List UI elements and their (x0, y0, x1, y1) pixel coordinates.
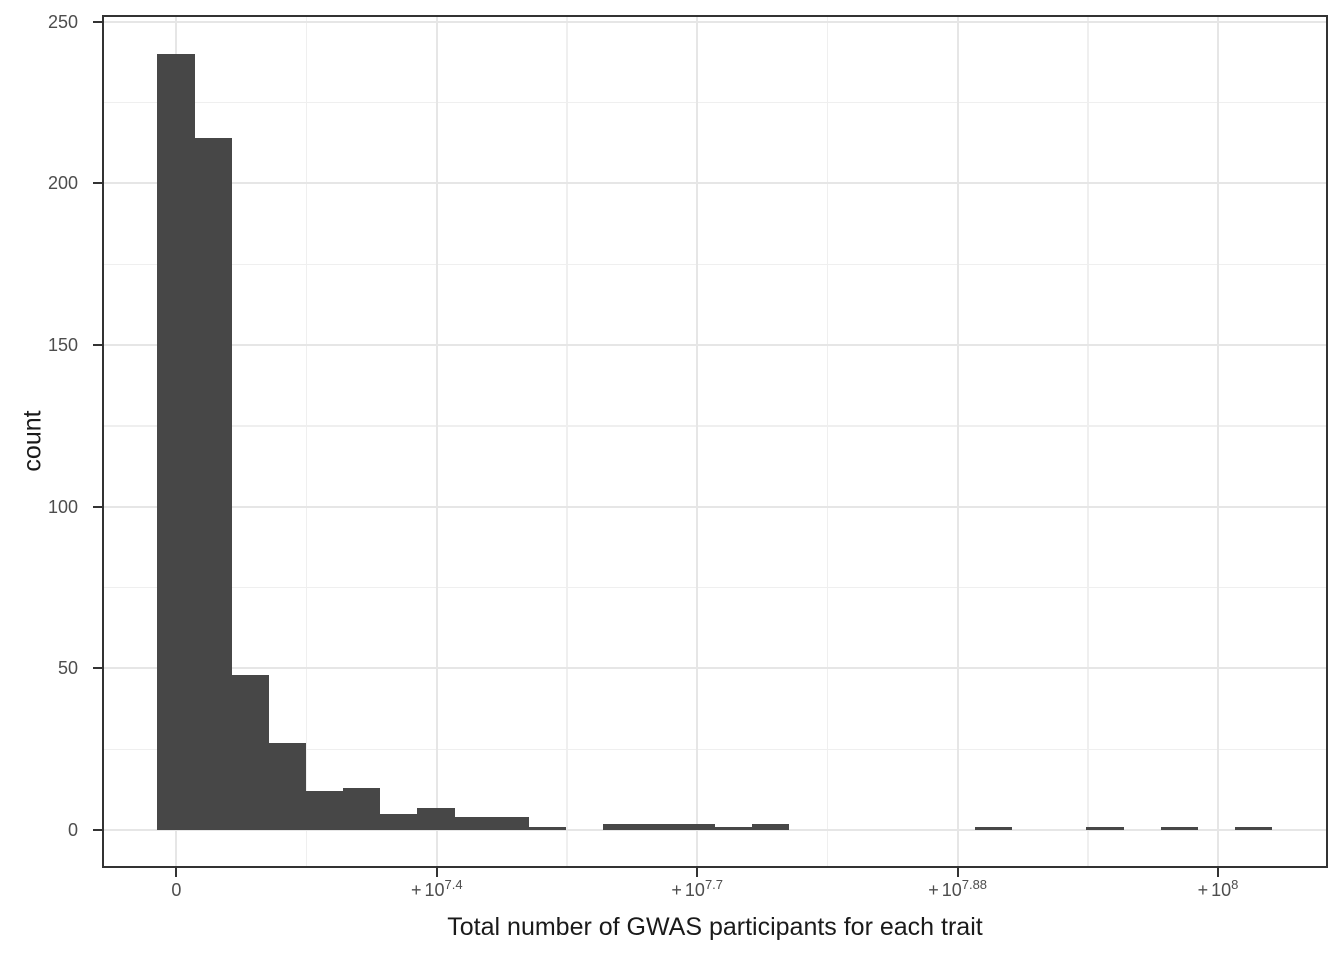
panel-border (102, 15, 1328, 868)
grid-major-horizontal (102, 20, 1328, 23)
y-tick-label: 100 (47, 496, 78, 517)
grid-minor-horizontal (102, 586, 1328, 589)
histogram-bar (342, 788, 381, 831)
histogram-bar (157, 54, 195, 831)
x-axis-title: Total number of GWAS participants for ea… (447, 913, 983, 941)
grid-major-vertical (435, 15, 438, 868)
plus-sign: + (1197, 880, 1209, 900)
histogram-bar (1086, 826, 1124, 831)
histogram-bar (491, 817, 530, 831)
grid-major-vertical (956, 15, 959, 868)
x-axis-tick (956, 868, 959, 877)
tick-base: 0 (171, 880, 182, 900)
grid-major-horizontal (102, 344, 1328, 347)
x-tick-label: 0 (106, 880, 246, 901)
histogram-bar (974, 826, 1013, 831)
y-axis-tick (93, 505, 102, 508)
tick-exponent: 7.4 (444, 877, 463, 892)
y-tick-label: 200 (47, 173, 78, 194)
x-tick-label: +108 (1148, 877, 1288, 901)
tick-exponent: 8 (1231, 877, 1239, 892)
grid-major-horizontal (102, 182, 1328, 185)
grid-minor-vertical (566, 15, 568, 868)
tick-base: 10 (941, 880, 962, 900)
grid-minor-vertical (1087, 15, 1089, 868)
grid-minor-horizontal (102, 263, 1328, 266)
tick-base: 10 (1211, 880, 1232, 900)
x-tick-label: +107.88 (888, 877, 1028, 901)
grid-major-horizontal (102, 829, 1328, 832)
grid-major-horizontal (102, 505, 1328, 508)
tick-base: 10 (684, 880, 705, 900)
grid-minor-vertical (826, 15, 829, 868)
histogram-bar (194, 138, 232, 831)
y-axis-tick (93, 667, 102, 670)
tick-base: 10 (424, 880, 445, 900)
y-tick-label: 250 (47, 11, 78, 32)
grid-minor-vertical (305, 15, 308, 868)
histogram-bar (417, 807, 455, 831)
x-tick-label: +107.4 (367, 877, 507, 901)
grid-minor-horizontal (102, 101, 1328, 104)
grid-major-horizontal (102, 667, 1328, 670)
histogram-bar (1234, 826, 1273, 831)
histogram-bar (603, 823, 641, 831)
y-axis-tick (93, 344, 102, 347)
histogram-bar (714, 826, 753, 831)
histogram-bar (1160, 826, 1198, 831)
histogram-bar (677, 823, 715, 831)
histogram-bar (751, 823, 790, 831)
x-axis-tick (696, 868, 699, 877)
grid-minor-horizontal (102, 425, 1328, 427)
plus-sign: + (671, 880, 682, 900)
histogram-bar (268, 742, 307, 831)
y-tick-label: 0 (67, 820, 78, 841)
histogram-bar (380, 814, 418, 831)
tick-exponent: 7.88 (961, 877, 988, 892)
y-axis-tick (93, 829, 102, 832)
histogram-bar (528, 826, 567, 831)
y-axis-tick (93, 20, 102, 23)
x-axis-tick (435, 868, 438, 877)
histogram-bar (305, 791, 344, 831)
tick-exponent: 7.7 (704, 877, 724, 892)
y-tick-label: 150 (47, 335, 78, 356)
x-axis-tick (1217, 868, 1220, 877)
plot-panel (102, 15, 1328, 868)
plus-sign: + (411, 880, 422, 900)
y-axis-title: count (18, 410, 47, 472)
histogram-bar (454, 817, 492, 831)
histogram-bar (231, 674, 269, 831)
grid-major-vertical (696, 15, 699, 868)
grid-major-vertical (1217, 15, 1220, 868)
x-axis-tick (175, 868, 178, 877)
plus-sign: + (928, 880, 939, 900)
grid-minor-horizontal (102, 748, 1328, 751)
x-tick-label: +107.7 (627, 877, 767, 901)
y-axis-tick (93, 182, 102, 185)
histogram-bar (640, 823, 678, 831)
y-tick-label: 50 (57, 658, 78, 679)
